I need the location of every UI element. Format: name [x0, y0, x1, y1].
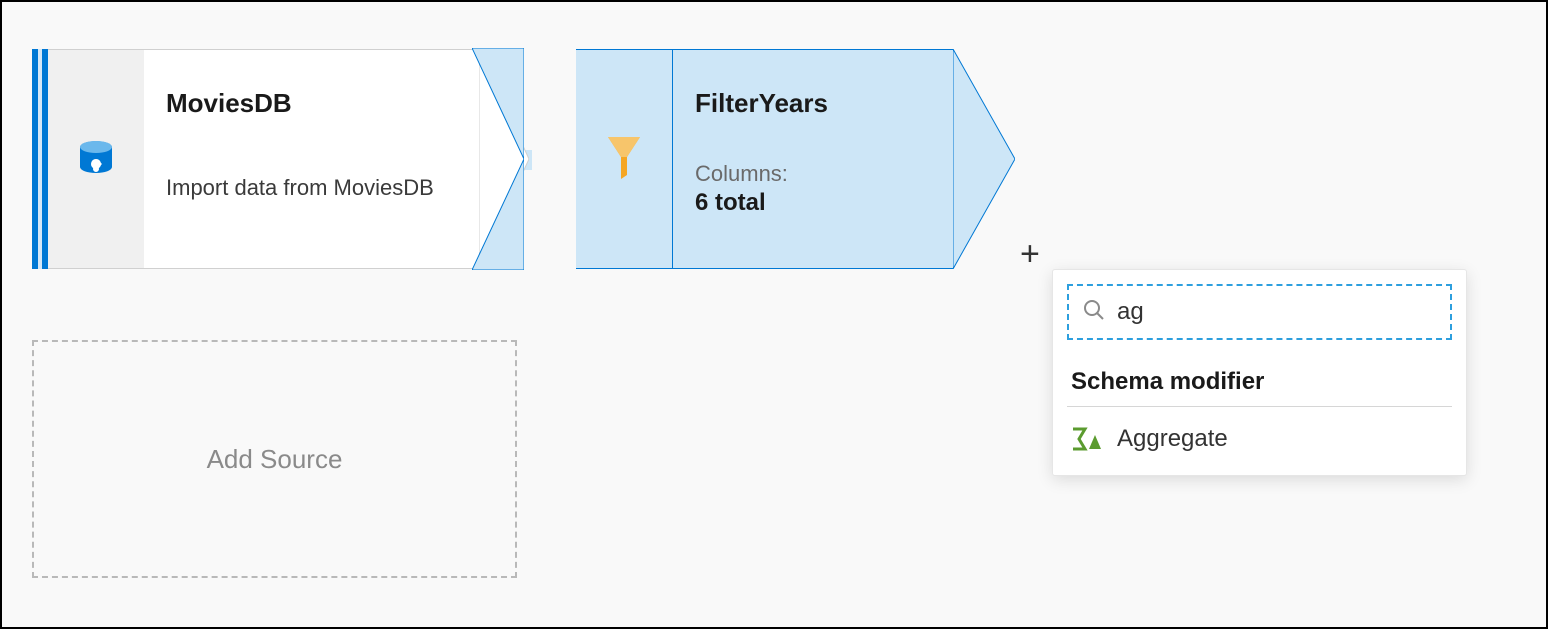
- search-icon: [1083, 299, 1105, 326]
- add-source-label: Add Source: [207, 444, 343, 475]
- aggregate-icon: [1071, 427, 1101, 451]
- filter-arrow-out: [953, 49, 1015, 269]
- dataflow-canvas[interactable]: MoviesDB Import data from MoviesDB + Fil…: [2, 2, 1546, 627]
- source-node-subtitle: Import data from MoviesDB: [166, 175, 457, 201]
- filter-arrow-in: [472, 48, 524, 270]
- filter-icon: [606, 135, 642, 184]
- filter-columns-value: 6 total: [695, 189, 931, 217]
- filter-arrow-spacer: [524, 49, 576, 269]
- database-icon: [74, 137, 118, 181]
- search-wrap[interactable]: [1067, 284, 1452, 340]
- add-source-placeholder[interactable]: Add Source: [32, 340, 517, 578]
- filter-node-title: FilterYears: [695, 88, 931, 119]
- source-node-title: MoviesDB: [166, 88, 457, 119]
- filter-iconbar: [576, 49, 672, 269]
- transformation-picker-popup: Schema modifier Aggregate: [1052, 269, 1467, 476]
- popup-item-label: Aggregate: [1117, 425, 1228, 453]
- transformation-search-input[interactable]: [1117, 298, 1436, 326]
- filter-node-body: FilterYears Columns: 6 total: [673, 49, 953, 269]
- popup-item-aggregate[interactable]: Aggregate: [1067, 407, 1452, 457]
- add-step-after-filter-button[interactable]: +: [1020, 237, 1040, 271]
- popup-section-header: Schema modifier: [1067, 368, 1452, 407]
- filter-columns-label: Columns:: [695, 161, 931, 187]
- source-node-body: MoviesDB Import data from MoviesDB: [144, 49, 479, 269]
- source-node-moviesdb[interactable]: MoviesDB Import data from MoviesDB: [32, 49, 479, 269]
- source-iconbar: [48, 49, 144, 269]
- filter-node-filteryears[interactable]: FilterYears Columns: 6 total: [524, 49, 953, 269]
